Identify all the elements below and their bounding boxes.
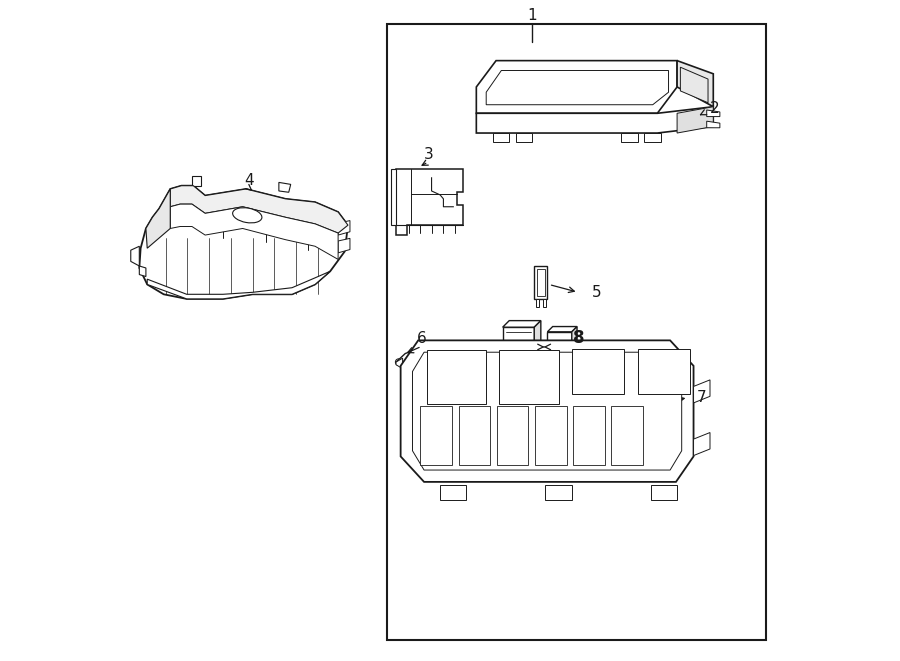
Polygon shape [621, 133, 637, 142]
Polygon shape [425, 354, 432, 373]
Polygon shape [170, 186, 348, 233]
Polygon shape [637, 349, 690, 394]
Polygon shape [396, 169, 464, 235]
Text: 1: 1 [527, 9, 537, 23]
Polygon shape [459, 406, 490, 465]
Polygon shape [440, 485, 466, 500]
Polygon shape [476, 106, 714, 133]
Polygon shape [644, 133, 661, 142]
Polygon shape [563, 365, 567, 371]
Text: 4: 4 [245, 173, 254, 188]
Polygon shape [573, 406, 605, 465]
Polygon shape [400, 340, 694, 482]
Text: 2: 2 [710, 100, 720, 116]
Polygon shape [651, 485, 677, 500]
Text: 5: 5 [591, 285, 601, 300]
Polygon shape [706, 121, 720, 128]
Text: 3: 3 [423, 147, 433, 161]
Polygon shape [572, 327, 577, 365]
Polygon shape [552, 365, 556, 371]
Polygon shape [420, 406, 452, 465]
Polygon shape [427, 350, 486, 404]
Polygon shape [192, 176, 202, 186]
Polygon shape [535, 321, 541, 365]
Polygon shape [661, 378, 666, 422]
Polygon shape [545, 485, 572, 500]
Polygon shape [516, 133, 532, 142]
Polygon shape [547, 327, 577, 332]
Polygon shape [140, 266, 146, 276]
Polygon shape [396, 358, 402, 369]
Polygon shape [412, 352, 681, 470]
Polygon shape [338, 239, 350, 253]
Polygon shape [543, 299, 546, 307]
Polygon shape [637, 383, 661, 422]
Polygon shape [493, 133, 509, 142]
Polygon shape [611, 406, 643, 465]
Polygon shape [694, 380, 710, 403]
Polygon shape [508, 365, 512, 371]
Ellipse shape [232, 208, 262, 223]
Polygon shape [497, 406, 528, 465]
Bar [388, 24, 766, 640]
Polygon shape [279, 182, 291, 192]
Polygon shape [500, 350, 559, 404]
Text: 6: 6 [417, 331, 427, 346]
Text: 7: 7 [697, 390, 706, 405]
Polygon shape [130, 247, 140, 266]
Polygon shape [694, 432, 710, 455]
Polygon shape [146, 189, 170, 249]
Polygon shape [535, 406, 566, 465]
Polygon shape [524, 365, 528, 371]
Text: 8: 8 [572, 329, 584, 348]
Polygon shape [148, 271, 330, 299]
Polygon shape [537, 269, 544, 295]
Polygon shape [572, 349, 625, 394]
Polygon shape [391, 169, 396, 225]
Polygon shape [547, 332, 572, 365]
Polygon shape [396, 350, 445, 370]
Polygon shape [677, 106, 714, 133]
Polygon shape [637, 378, 666, 383]
Polygon shape [170, 204, 338, 259]
Polygon shape [503, 327, 535, 365]
Polygon shape [680, 67, 708, 102]
Polygon shape [706, 110, 720, 116]
Polygon shape [476, 61, 677, 113]
Polygon shape [503, 321, 541, 327]
Polygon shape [677, 61, 714, 106]
Polygon shape [536, 299, 539, 307]
Polygon shape [535, 266, 547, 299]
Polygon shape [486, 71, 669, 104]
Polygon shape [338, 221, 350, 235]
Polygon shape [140, 186, 348, 299]
